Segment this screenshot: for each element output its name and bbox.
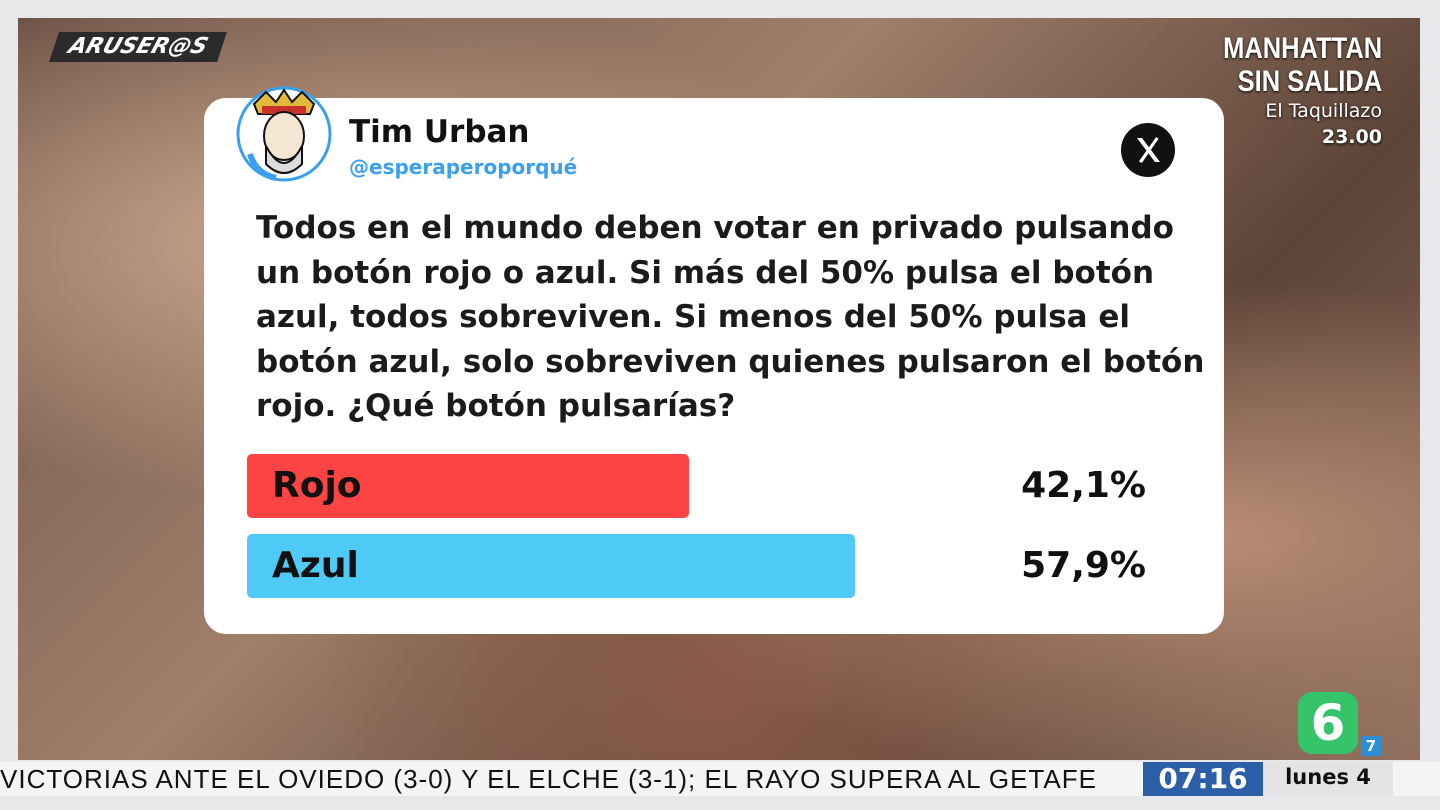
poll-bar	[247, 534, 855, 598]
channel-logo: 6	[1298, 692, 1358, 754]
promo: MANHATTAN SIN SALIDA El Taquillazo 23.00	[1195, 32, 1382, 150]
promo-time: 23.00	[1321, 126, 1382, 148]
show-logo: ARUSER@S	[49, 32, 227, 62]
date: lunes 4	[1263, 762, 1393, 796]
poll-percentage: 42,1%	[1021, 465, 1146, 506]
author-name: Tim Urban	[349, 114, 530, 150]
avatar	[236, 86, 332, 182]
poll-bar	[247, 454, 690, 518]
clock: 07:16	[1143, 762, 1263, 796]
ticker-text: VICTORIAS ANTE EL OVIEDO (3-0) Y EL ELCH…	[0, 764, 1097, 794]
poll-option-label: Rojo	[272, 465, 362, 506]
author-handle: @esperaperoporqué	[349, 155, 578, 179]
promo-title: SIN SALIDA	[1237, 65, 1382, 98]
poll-option-label: Azul	[272, 545, 359, 586]
promo-show: El Taquillazo	[1265, 100, 1382, 122]
age-rating: 7	[1361, 736, 1381, 756]
x-logo	[1121, 123, 1175, 177]
promo-title: MANHATTAN	[1222, 32, 1382, 65]
tweet-text: Todos en el mundo deben votar en privado…	[256, 210, 1205, 424]
poll-percentage: 57,9%	[1021, 545, 1146, 586]
